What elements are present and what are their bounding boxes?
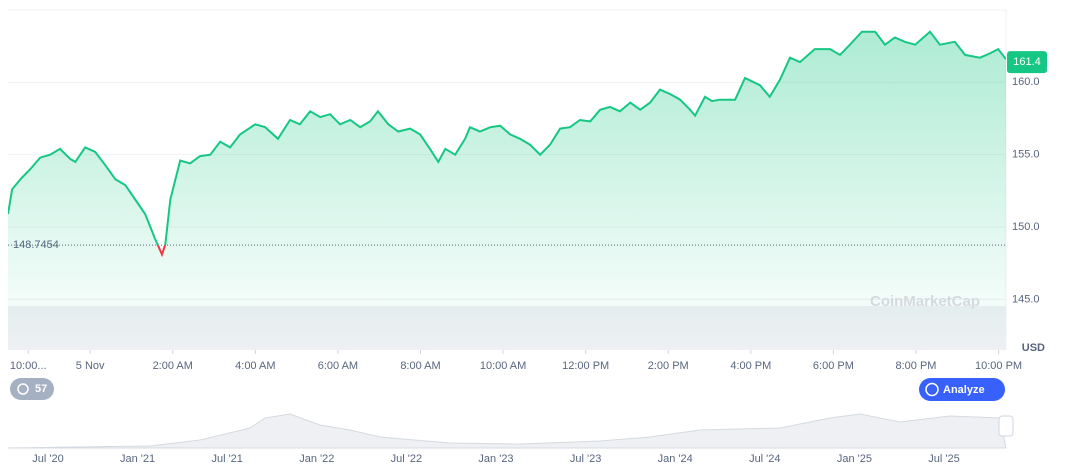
y-tick-label: 160.0 [1012,76,1040,88]
watermark: CoinMarketCap [870,293,980,310]
currency-label: USD [1022,342,1045,354]
y-tick-label: 145.0 [1012,293,1040,305]
price-line [8,30,1006,246]
last-price-text: 161.4 [1013,56,1041,68]
navigator-label: Jul '22 [391,453,422,465]
area [8,31,1006,350]
x-tick-label: 2:00 PM [648,360,689,372]
y-tick-label: 150.0 [1012,221,1040,233]
x-tick-label: 4:00 AM [235,360,275,372]
navigator-label: Jul '20 [32,453,63,465]
x-tick-label: 6:00 AM [318,360,358,372]
y-tick-label: 155.0 [1012,149,1040,161]
analyze-button[interactable] [919,378,1005,401]
x-tick-label: 8:00 PM [896,360,937,372]
baseline-label: 148.7454 [13,239,59,251]
x-tick-label: 2:00 AM [153,360,193,372]
navigator-label: Jan '21 [120,453,155,465]
navigator-label: Jan '23 [478,453,513,465]
x-tick-label: 10:00... [10,360,47,372]
last-price-tag [1007,51,1047,74]
count-pill[interactable] [10,378,54,400]
navigator-label: Jan '24 [658,453,693,465]
navigator-handle[interactable] [998,415,1014,437]
x-tick-label: 10:00 AM [480,360,526,372]
analyze-text: Analyze [943,384,985,396]
x-tick-label: 12:00 PM [562,360,609,372]
x-tick-label: 5 Nov [76,360,105,372]
navigator-area [7,413,1007,449]
navigator-label: Jan '25 [837,453,872,465]
navigator-label: Jan '22 [299,453,334,465]
x-tick-label: 4:00 PM [730,360,771,372]
navigator-label: Jul '25 [928,453,959,465]
x-tick-label: 6:00 PM [813,360,854,372]
navigator-label: Jul '23 [570,453,601,465]
analyze-icon [925,382,939,397]
history-icon [17,383,29,395]
x-tick-label: 8:00 AM [400,360,440,372]
price-line-below [156,245,167,258]
navigator-label: Jul '24 [749,453,780,465]
x-tick-label: 10:00 PM [975,360,1022,372]
navigator-label: Jul '21 [211,453,242,465]
count-text: 57 [35,383,47,395]
